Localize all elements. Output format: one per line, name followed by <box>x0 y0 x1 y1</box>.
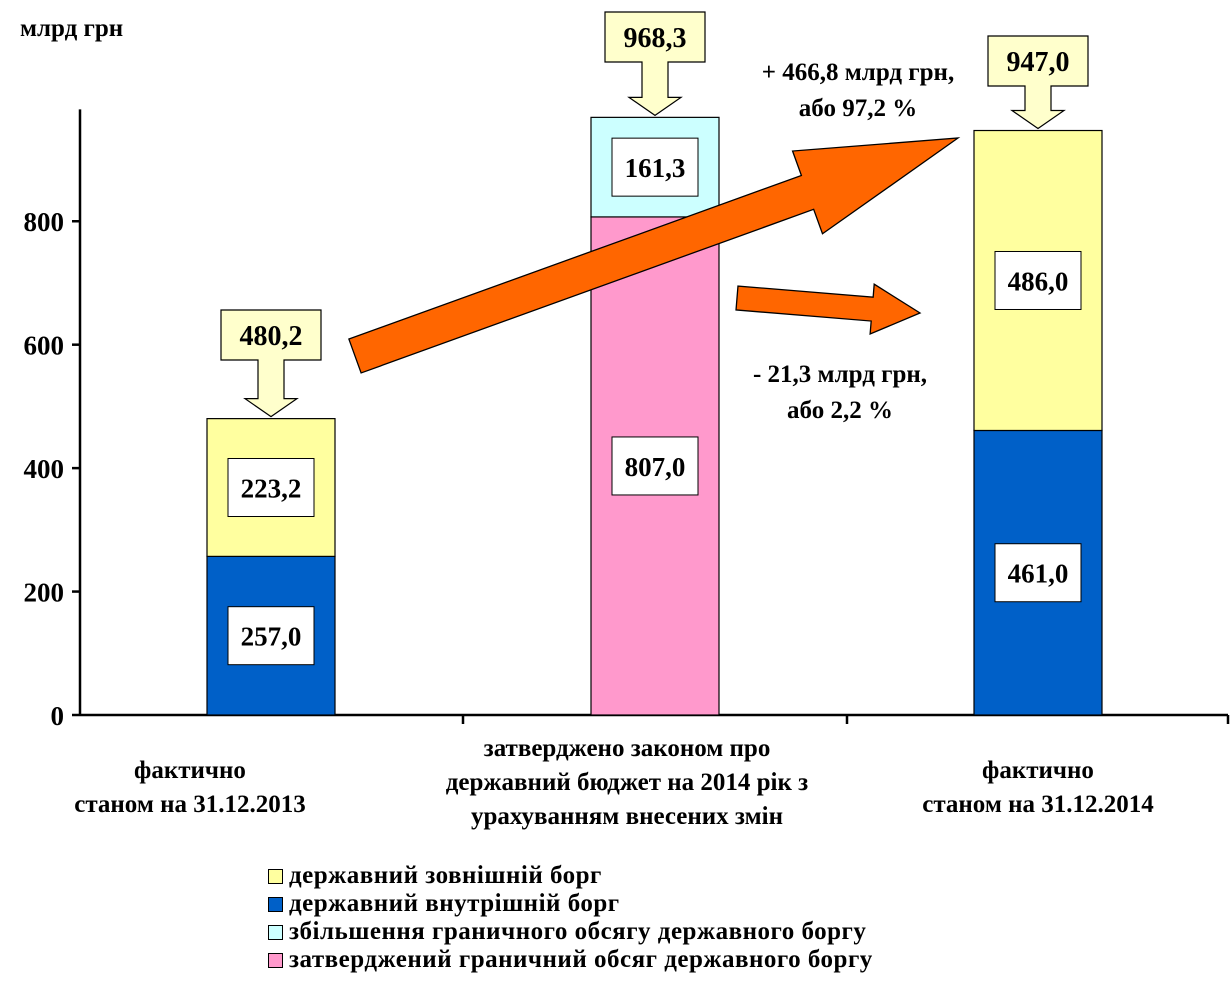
legend-swatch <box>268 868 283 884</box>
x-category-label: станом на 31.12.2013 <box>74 791 306 818</box>
legend-label: збільшення граничного обсягу державного … <box>289 918 867 945</box>
total-label: 480,2 <box>240 321 303 352</box>
x-category-label: фактично <box>134 757 246 784</box>
axis-layer: млрд грн 0 200 400 600 800 фактично станом на 3… <box>20 15 1230 830</box>
annotation-text: + 466,8 млрд грн, <box>762 59 954 86</box>
value-label-box <box>994 250 1082 310</box>
annotation-text: - 21,3 млрд грн, <box>753 361 927 388</box>
y-tick-label: 400 <box>24 454 65 484</box>
value-label-box <box>611 137 699 197</box>
x-category-label: державний бюджет на 2014 рік з <box>446 769 808 796</box>
legend-item: державний внутрішній борг <box>268 890 873 918</box>
value-label: 223,2 <box>241 474 302 504</box>
total-callout <box>604 11 706 117</box>
total-label: 947,0 <box>1007 47 1070 78</box>
y-tick-label: 800 <box>24 207 65 237</box>
total-callout <box>220 309 322 418</box>
value-label-box <box>611 436 699 496</box>
legend-item: збільшення граничного обсягу державного … <box>268 918 873 946</box>
value-label: 486,0 <box>1008 266 1069 296</box>
legend-item: затверджений граничний обсяг державного … <box>268 946 873 974</box>
legend-label: державний зовнішній борг <box>289 862 602 889</box>
legend-swatch <box>268 924 283 940</box>
arrow-layer <box>348 137 961 374</box>
increase-arrow <box>348 137 961 374</box>
annotation-text: або 2,2 % <box>787 397 893 424</box>
total-label: 968,3 <box>624 23 687 54</box>
x-category-label: фактично <box>982 757 1094 784</box>
decrease-arrow <box>735 283 922 336</box>
legend-swatch <box>268 952 283 968</box>
label-layer: 257,0 223,2 807,0 161,3 461,0 486,0 480,2 968,3… <box>220 11 1089 666</box>
bar-layer <box>206 116 1103 716</box>
value-label-box <box>227 458 315 518</box>
legend-label: затверджений граничний обсяг державного … <box>289 946 873 973</box>
legend-label: державний внутрішній борг <box>289 890 620 917</box>
x-category-label: затверджено законом про <box>484 735 771 762</box>
value-label: 257,0 <box>241 622 302 652</box>
value-label-box <box>227 606 315 666</box>
y-tick-label: 0 <box>51 701 65 731</box>
value-label: 161,3 <box>625 153 686 183</box>
legend-item: державний зовнішній борг <box>268 862 873 890</box>
y-tick-label: 600 <box>24 331 65 361</box>
value-label: 461,0 <box>1008 559 1069 589</box>
annotation-text: або 97,2 % <box>799 95 917 122</box>
legend-swatch <box>268 896 283 912</box>
value-label-box <box>994 543 1082 603</box>
legend: державний зовнішній борг державний внутрі… <box>268 862 873 974</box>
value-label: 807,0 <box>625 452 686 482</box>
y-axis-title: млрд грн <box>20 15 123 42</box>
total-callout <box>987 35 1089 130</box>
x-category-label: урахуванням внесених змін <box>471 803 783 830</box>
y-tick-label: 200 <box>24 578 65 608</box>
x-category-label: станом на 31.12.2014 <box>922 791 1154 818</box>
